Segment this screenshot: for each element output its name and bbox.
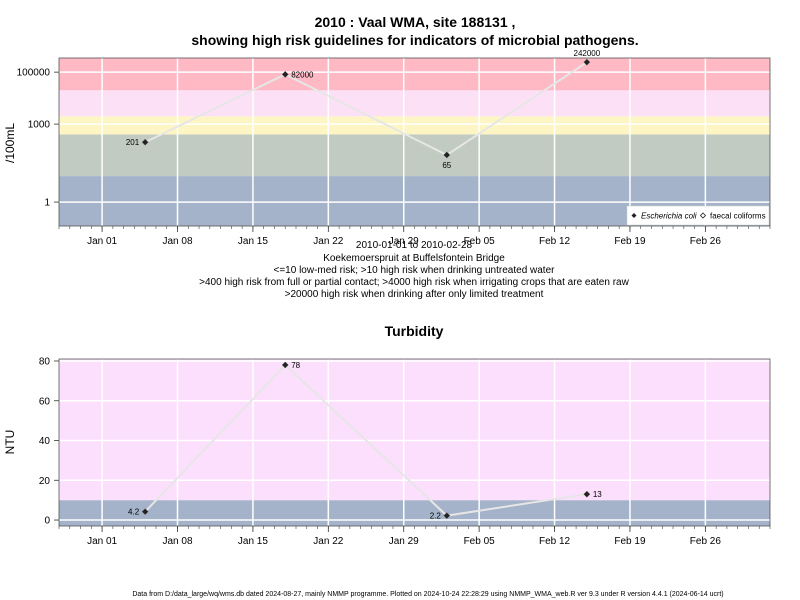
x-tick-label: Jan 22 (313, 536, 343, 547)
risk-band (59, 90, 770, 117)
risk-band (59, 58, 770, 91)
data-point (141, 138, 149, 146)
y-axis: 1 1000 100000 (17, 68, 59, 209)
risk-band (59, 500, 770, 526)
data-point (141, 508, 149, 516)
ecoli-data-labels: 201 82000 65 242000 (126, 49, 601, 170)
x-tick-label: Feb 19 (614, 236, 646, 247)
y-tick-label: 100000 (17, 68, 51, 79)
x-tick-label: Feb 26 (690, 236, 722, 247)
x-tick-label: Feb 05 (464, 236, 496, 247)
data-label: 242000 (574, 49, 601, 58)
y-tick-label: 1 (44, 198, 50, 209)
x-tick-label: Feb 05 (464, 536, 496, 547)
data-label: 201 (126, 138, 140, 147)
y-axis-label: /100mL (3, 123, 17, 163)
turbidity-data-labels: 4.2 78 2.2 13 (128, 361, 602, 521)
legend-box (626, 205, 770, 226)
y-tick-label: 40 (39, 436, 51, 447)
legend-label-faecal: faecal coliforms (710, 212, 766, 221)
y-axis: 0 20 40 60 80 (39, 356, 59, 527)
risk-band (59, 134, 770, 177)
risk-band (59, 116, 770, 135)
data-label: 65 (442, 161, 451, 170)
x-tick-label: Jan 08 (162, 236, 192, 247)
x-tick-label: Feb 12 (539, 536, 571, 547)
legend-label-ecoli: Escherichia coli (641, 212, 697, 221)
data-point (443, 151, 451, 159)
subtitle-line: <=10 low-med risk; >10 high risk when dr… (274, 265, 556, 276)
data-label: 78 (291, 361, 300, 370)
risk-band (59, 359, 770, 501)
y-tick-label: 20 (39, 476, 51, 487)
series-line (144, 61, 588, 157)
turbidity-title: Turbidity (385, 323, 444, 339)
y-tick-label: 0 (44, 516, 50, 527)
legend-marker-faecal-icon (699, 212, 707, 219)
x-tick-label: Jan 22 (313, 236, 343, 247)
x-tick-label: Feb 26 (690, 536, 722, 547)
x-tick-label: Feb 12 (539, 236, 571, 247)
data-label: 4.2 (128, 508, 140, 517)
data-point (443, 512, 451, 520)
subtitle-block: 2010-01-01 to 2010-02-28 Koekemoerspruit… (199, 240, 629, 300)
subtitle-line: >400 high risk from full or partial cont… (199, 277, 629, 288)
x-axis: Jan 01 Jan 08 Jan 15 Jan 22 Jan 29 Feb 05 Feb … (58, 226, 771, 247)
risk-bands (59, 58, 770, 226)
y-tick-label: 1000 (28, 120, 51, 131)
chart-title-line2: showing high risk guidelines for indicat… (191, 32, 638, 48)
subtitle-line: >20000 high risk when drinking after onl… (285, 289, 544, 300)
data-point (583, 58, 591, 66)
ecoli-points (141, 58, 591, 159)
x-tick-label: Jan 01 (87, 236, 117, 247)
data-label: 2.2 (430, 512, 442, 521)
subtitle-line: 2010-01-01 to 2010-02-28 (356, 240, 473, 251)
gridlines (59, 58, 770, 226)
y-tick-label: 60 (39, 396, 51, 407)
subtitle-line: Koekemoerspruit at Buffelsfontein Bridge (323, 253, 505, 264)
series-line (144, 363, 588, 517)
x-tick-label: Jan 01 (87, 536, 117, 547)
chart-title-line1: 2010 : Vaal WMA, site 188131 , (315, 14, 516, 30)
x-tick-label: Jan 15 (238, 236, 268, 247)
data-label: 13 (593, 490, 602, 499)
risk-bands (59, 359, 770, 526)
y-tick-label: 80 (39, 356, 51, 367)
x-tick-label: Jan 29 (389, 236, 419, 247)
x-tick-label: Jan 08 (162, 536, 192, 547)
ecoli-series-line (144, 61, 588, 157)
legend: Escherichia coli faecal coliforms (626, 205, 770, 226)
x-tick-label: Feb 19 (614, 536, 646, 547)
data-point (281, 361, 289, 369)
x-tick-label: Jan 29 (389, 536, 419, 547)
y-axis-label: NTU (3, 430, 17, 455)
legend-marker-ecoli-icon (631, 213, 637, 218)
data-point (281, 70, 289, 78)
x-axis: Jan 01 Jan 08 Jan 15 Jan 22 Jan 29 Feb 05 Feb … (58, 526, 771, 547)
turbidity-series-line (144, 363, 588, 517)
footer-note: Data from D:/data_large/wq/wms.db dated … (132, 591, 723, 598)
data-label: 82000 (291, 70, 314, 79)
x-tick-label: Jan 15 (238, 536, 268, 547)
data-point (583, 490, 591, 498)
turbidity-points (141, 361, 591, 520)
gridlines (59, 359, 770, 526)
